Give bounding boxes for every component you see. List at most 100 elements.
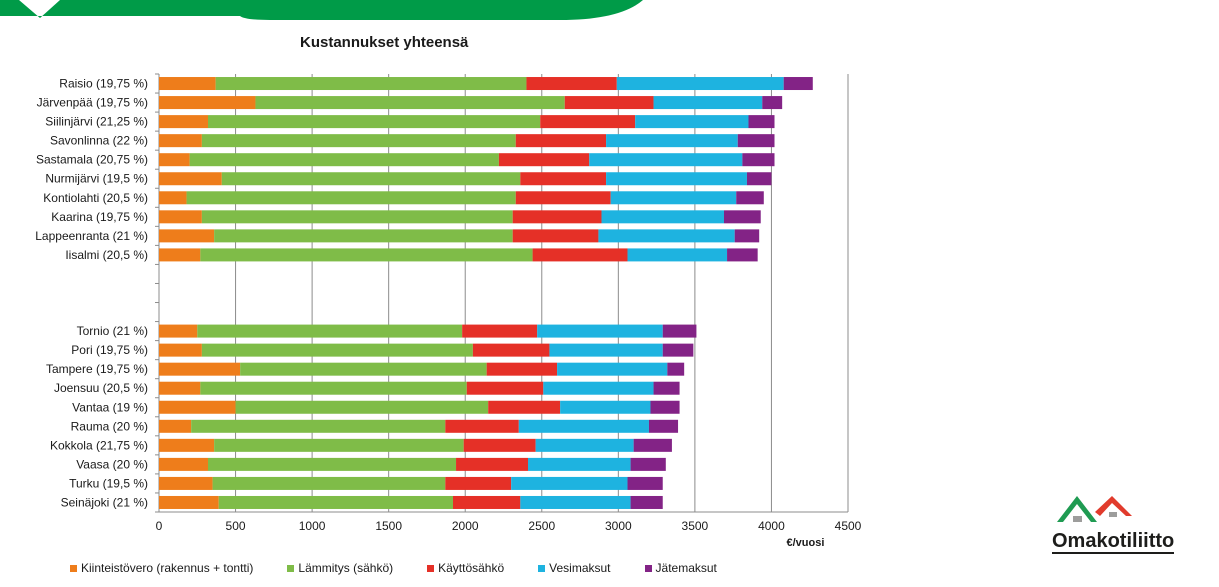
category-label: Kontiolahti (20,5 %) bbox=[43, 191, 148, 205]
category-label: Sastamala (20,75 %) bbox=[36, 153, 148, 167]
bar-segment bbox=[159, 229, 215, 243]
bar-segment bbox=[466, 381, 544, 395]
bar-segment bbox=[520, 495, 631, 509]
bar-segment bbox=[456, 457, 528, 471]
bar-segment bbox=[200, 248, 533, 262]
bar-segment bbox=[159, 324, 198, 338]
legend-swatch bbox=[287, 564, 295, 572]
category-label: Tornio (21 %) bbox=[77, 324, 148, 338]
bar-segment bbox=[762, 96, 783, 110]
bar-segment bbox=[159, 172, 222, 186]
bar-segment bbox=[610, 191, 737, 205]
bar-segment bbox=[212, 476, 446, 490]
bar-segment bbox=[486, 362, 558, 376]
bar-segment bbox=[601, 210, 724, 224]
bar-segment bbox=[159, 381, 201, 395]
bar-segment bbox=[159, 134, 202, 148]
bar-segment bbox=[472, 343, 550, 357]
bar-segment bbox=[535, 438, 634, 452]
legend-item: Kiinteistövero (rakennus + tontti) bbox=[70, 561, 253, 575]
bar-segment bbox=[727, 248, 758, 262]
legend-swatch bbox=[538, 564, 546, 572]
legend-label: Jätemaksut bbox=[655, 561, 717, 575]
category-label: Nurmijärvi (19,5 %) bbox=[45, 172, 148, 186]
x-tick-label: 2500 bbox=[528, 519, 555, 533]
bar-segment bbox=[463, 438, 536, 452]
x-tick-label: 4000 bbox=[758, 519, 785, 533]
legend-item: Vesimaksut bbox=[538, 561, 611, 575]
category-label: Järvenpää (19,75 %) bbox=[37, 96, 148, 110]
banner-shape bbox=[0, 0, 643, 20]
category-label: Savonlinna (22 %) bbox=[50, 134, 148, 148]
bar-segment bbox=[662, 343, 694, 357]
house-right-window bbox=[1109, 512, 1117, 517]
bar-segment bbox=[627, 248, 728, 262]
category-label: Tampere (19,75 %) bbox=[46, 362, 148, 376]
legend-item: Jätemaksut bbox=[644, 561, 717, 575]
bar-segment bbox=[159, 96, 256, 110]
bar-segment bbox=[159, 153, 190, 167]
category-label: Iisalmi (20,5 %) bbox=[65, 248, 148, 262]
bar-segment bbox=[667, 362, 685, 376]
bar-segment bbox=[452, 495, 521, 509]
bar-segment bbox=[616, 77, 784, 91]
bar-segment bbox=[650, 400, 680, 414]
bar-segment bbox=[159, 210, 202, 224]
legend-swatch bbox=[70, 564, 77, 572]
bar-segment bbox=[598, 229, 735, 243]
legend-item: Käyttösähkö bbox=[427, 561, 504, 575]
x-tick-label: 1500 bbox=[375, 519, 402, 533]
bar-segment bbox=[235, 400, 489, 414]
bar-segment bbox=[159, 248, 201, 262]
bar-segment bbox=[159, 495, 219, 509]
bar-segment bbox=[742, 153, 775, 167]
bar-segment bbox=[221, 172, 521, 186]
bar-segment bbox=[532, 248, 628, 262]
bar-segment bbox=[515, 191, 611, 205]
legend-swatch bbox=[644, 564, 652, 572]
x-tick-label: 0 bbox=[156, 519, 163, 533]
x-tick-label: 1000 bbox=[299, 519, 326, 533]
bar-segment bbox=[214, 229, 513, 243]
bar-segment bbox=[527, 457, 631, 471]
bar-segment bbox=[159, 419, 192, 433]
bar-segment bbox=[498, 153, 590, 167]
x-tick-label: 3500 bbox=[682, 519, 709, 533]
bar-segment bbox=[240, 362, 487, 376]
house-left-icon bbox=[1057, 496, 1097, 522]
category-label: Pori (19,75 %) bbox=[71, 343, 148, 357]
bar-segment bbox=[191, 419, 446, 433]
bar-segment bbox=[736, 191, 764, 205]
omakotiliitto-logo bbox=[1057, 496, 1132, 522]
house-right-icon bbox=[1095, 496, 1132, 516]
category-label: Kaarina (19,75 %) bbox=[51, 210, 148, 224]
bar-segment bbox=[746, 172, 772, 186]
bar-segment bbox=[215, 77, 527, 91]
bar-segment bbox=[159, 191, 187, 205]
x-tick-label: 2000 bbox=[452, 519, 479, 533]
category-label: Kokkola (21,75 %) bbox=[50, 438, 148, 452]
bar-segment bbox=[201, 343, 473, 357]
bar-segment bbox=[511, 476, 628, 490]
bar-segment bbox=[512, 210, 602, 224]
bar-segment bbox=[197, 324, 463, 338]
bar-segment bbox=[512, 229, 599, 243]
legend-label: Lämmitys (sähkö) bbox=[298, 561, 394, 575]
bar-segment bbox=[648, 419, 679, 433]
category-label: Turku (19,5 %) bbox=[69, 476, 148, 490]
bar-segment bbox=[186, 191, 516, 205]
x-tick-label: 500 bbox=[226, 519, 246, 533]
bar-segment bbox=[653, 381, 680, 395]
house-left-window bbox=[1073, 516, 1082, 522]
bar-segment bbox=[445, 419, 519, 433]
legend-label: Vesimaksut bbox=[549, 561, 611, 575]
bar-segment bbox=[653, 96, 763, 110]
bar-segment bbox=[723, 210, 761, 224]
legend-label: Kiinteistövero (rakennus + tontti) bbox=[81, 561, 254, 575]
bar-segment bbox=[537, 324, 663, 338]
bar-segment bbox=[159, 438, 215, 452]
bar-segment bbox=[606, 172, 747, 186]
bar-segment bbox=[200, 381, 467, 395]
bar-segment bbox=[526, 77, 617, 91]
